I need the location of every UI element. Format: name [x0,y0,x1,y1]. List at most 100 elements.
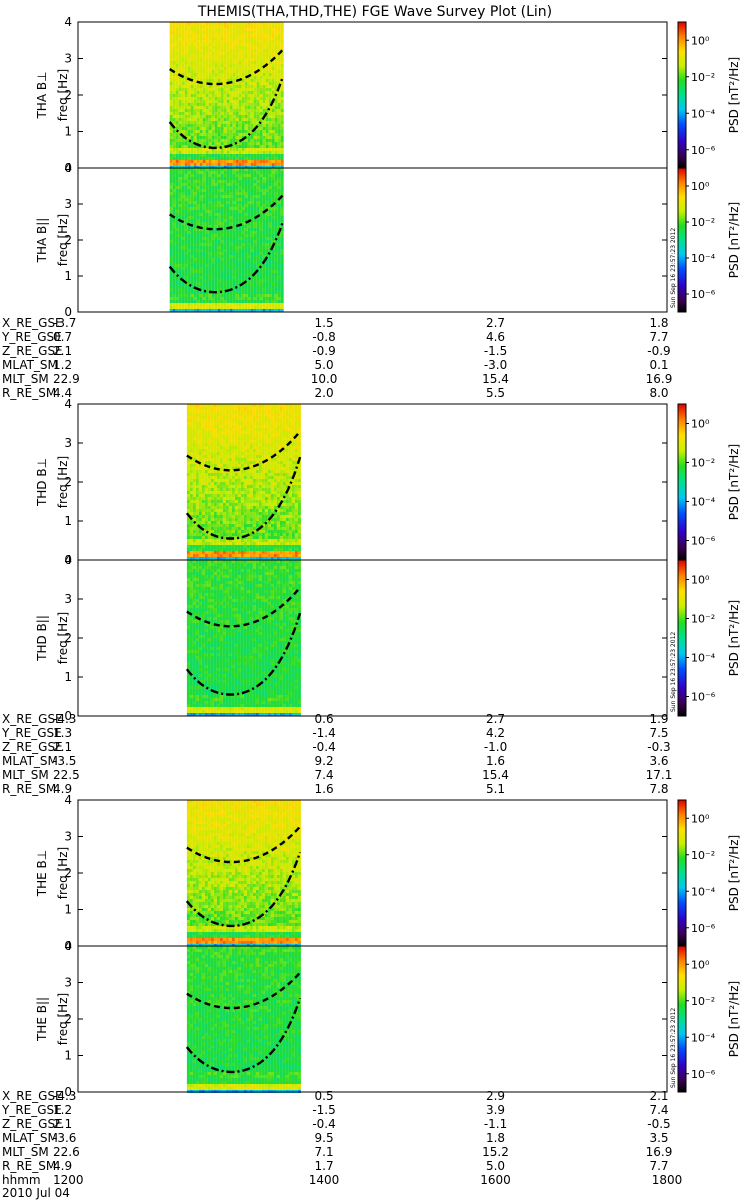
colorbar-tick-label: 10⁻² [691,216,715,229]
ephemeris-label: Z_RE_GSE [2,1117,63,1131]
y-tick-label: 1 [64,903,72,917]
colorbar-label: PSD [nT²/Hz] [727,835,741,911]
ephemeris-value: 22.6 [53,1145,80,1159]
ephemeris-value: 1.5 [315,316,334,330]
ephemeris-label: MLAT_SM [2,1131,58,1145]
ephemeris-label: Z_RE_GSE [2,344,63,358]
ephemeris-value: 10.0 [311,372,338,386]
ephemeris-value: 3.9 [486,1103,505,1117]
ephemeris-value: 15.2 [482,1145,509,1159]
y-tick-label: 4 [64,15,72,29]
ephemeris-value: -0.8 [312,330,335,344]
ephemeris-label: R_RE_SM [2,782,56,796]
ephemeris-label: Y_RE_GSE [1,330,62,344]
ephemeris-label: MLAT_SM [2,754,58,768]
colorbar-label: PSD [nT²/Hz] [727,600,741,676]
colorbar-tick-label: 10⁻⁴ [691,496,716,509]
ephemeris-value: 7.4 [649,1103,668,1117]
ephemeris-label: R_RE_SM [2,386,56,400]
ephemeris-value: -3.5 [53,754,76,768]
ephemeris-value: 1.9 [649,712,668,726]
ephemeris-value: 4.6 [486,330,505,344]
date-label: 2010 Jul 04 [2,1186,70,1200]
panel-frame [77,799,668,947]
ephemeris-value: -3.7 [53,316,76,330]
y-tick-label: 2 [64,866,72,880]
ephemeris-value: 17.1 [646,768,673,782]
freq-axis-label: freq [Hz] [56,69,70,121]
colorbar-tick-label: 10⁻⁴ [691,1031,716,1044]
colorbar-tick-label: 10⁻² [691,613,715,626]
time-tick-label: 1600 [480,1173,511,1187]
colorbar [677,799,687,947]
panel-frame [77,167,668,313]
probes-layer: 0 1 2 3 4 THA B⊥ freq [Hz] 10⁰ 10⁻² 10⁻⁴ 10⁻⁶ PSD [… [1,15,741,1200]
timestamp-stamp: Sun Sep 16 23:57:23 2012 [670,632,677,712]
colorbar-label: PSD [nT²/Hz] [727,202,741,278]
y-tick-label: 3 [64,592,72,606]
ephemeris-value: 7.5 [649,726,668,740]
colorbar [677,21,687,169]
panel-frame [77,559,668,717]
gyrofrequency-curve [185,456,302,540]
ephemeris-value: -1.4 [312,726,335,740]
colorbar-label: PSD [nT²/Hz] [727,444,741,520]
colorbar-tick-label: 10⁻² [691,849,715,862]
ephemeris-value: 0.1 [649,358,668,372]
y-tick-label: 4 [64,793,72,807]
spectrogram-panel-tha-perp: 0 1 2 3 4 THA B⊥ freq [Hz] 10⁰ 10⁻² 10⁻⁴ 10⁻⁶ PSD [… [35,15,741,175]
colorbar-label: PSD [nT²/Hz] [727,981,741,1057]
spectrogram-image [186,404,301,560]
ephemeris-label: X_RE_GSE [2,316,63,330]
timestamp-stamp: Sun Sep 16 23:57:23 2012 [670,1008,677,1088]
ephemeris-value: 1.2 [53,358,72,372]
spectrogram-panel-thd-par: 0 1 2 3 4 THD B|| freq [Hz] 10⁰ 10⁻² 10⁻⁴ 10⁻⁶ PSD … [35,553,741,723]
spectrogram-image [186,560,301,716]
colorbar [677,559,687,717]
ephemeris-value: 2.1 [53,740,72,754]
ephemeris-value: 5.5 [486,386,505,400]
gyrofrequency-curve [168,76,285,150]
ephemeris-value: 1.8 [486,1131,505,1145]
spectrogram-panel-the-par: 0 1 2 3 4 THE B|| freq [Hz] 10⁰ 10⁻² 10⁻⁴ 10⁻⁶ PSD … [35,939,741,1099]
y-tick-label: 0 [64,305,72,319]
y-tick-label: 4 [64,397,72,411]
ephemeris-value: 1.7 [315,1159,334,1173]
colorbar-tick-label: 10⁻⁴ [691,107,716,120]
colorbar [677,167,687,313]
ephemeris-value: 5.0 [486,1159,505,1173]
ephemeris-value: -0.5 [647,1117,670,1131]
ephemeris-value: 7.7 [649,1159,668,1173]
ephemeris-value: 4.9 [53,782,72,796]
freq-axis-label: freq [Hz] [56,847,70,899]
ephemeris-value: 1.8 [649,316,668,330]
ephemeris-value: 0.6 [315,712,334,726]
ephemeris-value: -3.0 [484,358,507,372]
ephemeris-value: 15.4 [482,372,509,386]
y-tick-label: 2 [64,88,72,102]
ephemeris-value: 7.4 [315,768,334,782]
y-tick-label: 0 [64,1085,72,1099]
y-tick-label: 3 [64,197,72,211]
gyrofrequency-curve [186,430,301,472]
panel-ylabel: THA B|| [35,218,49,264]
ephemeris-value: 1.2 [53,1103,72,1117]
ephemeris-value: 16.9 [646,372,673,386]
colorbar-tick-label: 10⁻⁴ [691,252,716,265]
y-tick-label: 2 [64,233,72,247]
y-tick-label: 1 [64,1049,72,1063]
ephemeris-value: 15.4 [482,768,509,782]
ephemeris-value: -4.3 [53,1089,76,1103]
freq-axis-label: freq [Hz] [56,214,70,266]
time-tick-label: 1200 [53,1173,84,1187]
ephemeris-value: 2.9 [486,1089,505,1103]
time-axis-row: hhmm 1200 1400 1600 1800 2010 Jul 04 [2,1173,682,1200]
colorbar-tick-label: 10⁻⁶ [691,922,716,935]
colorbar-tick-label: 10⁰ [691,418,710,431]
ephemeris-value: 9.2 [315,754,334,768]
ephemeris-label: Z_RE_GSE [2,740,63,754]
colorbar-label: PSD [nT²/Hz] [727,57,741,133]
